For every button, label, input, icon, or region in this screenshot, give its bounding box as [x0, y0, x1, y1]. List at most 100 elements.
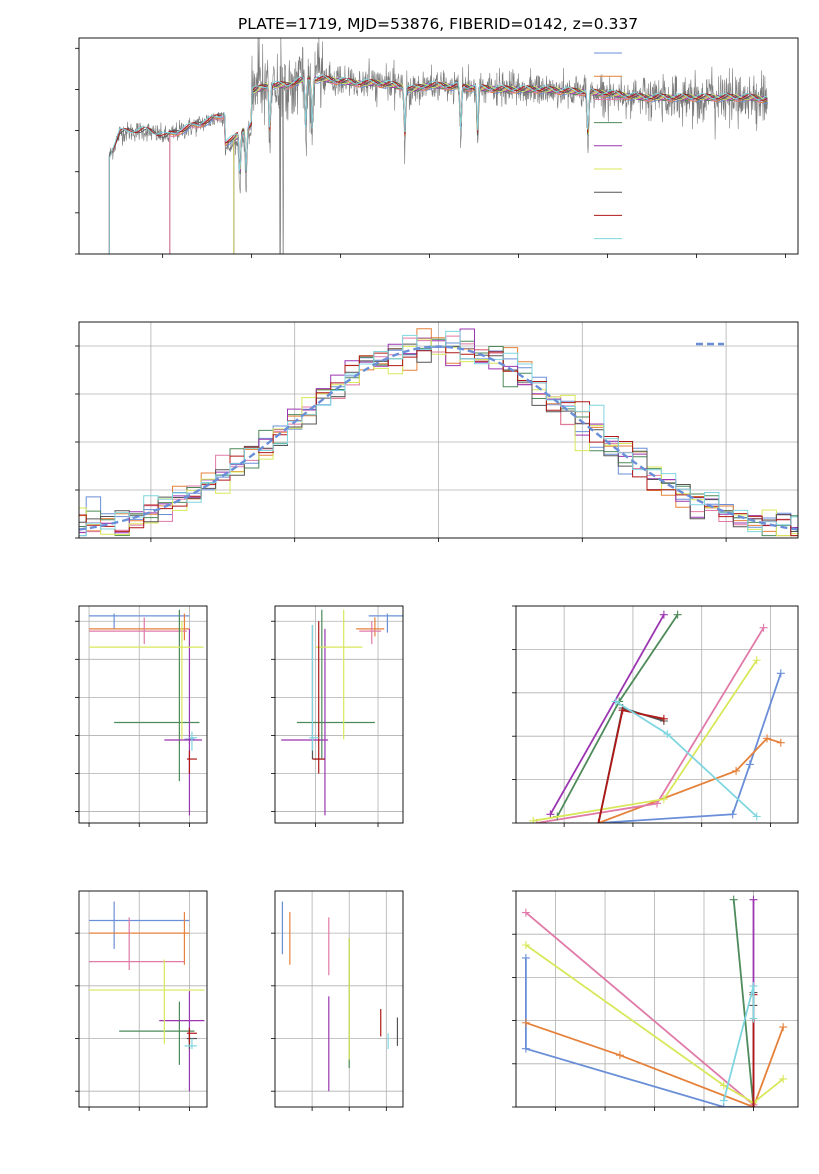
errorbar-point-chabrier-elodie	[296, 609, 375, 759]
weight-marker	[719, 1081, 728, 1090]
errorbar-point-salpeter-elodie	[164, 628, 202, 816]
mass-vs-ebv-panel	[271, 890, 404, 1111]
errorbar-point-kroupa-stelib	[309, 625, 319, 751]
errorbar-point-kroupa-miles	[359, 621, 382, 645]
errorbar-point-chabrier-miles	[368, 613, 403, 633]
plot-area	[275, 606, 403, 823]
errorbar-point-salpeter-stelib	[312, 621, 325, 774]
spectrum-panel	[75, 37, 799, 258]
plot-area	[108, 38, 769, 254]
figure-title: PLATE=1719, MJD=53876, FIBERID=0142, z=0…	[238, 15, 638, 33]
axes-frame	[78, 37, 799, 255]
age-vs-metallicity-panel	[75, 605, 208, 827]
weight-line	[525, 911, 755, 1106]
weight-marker	[749, 1014, 758, 1023]
axes-frame	[274, 890, 404, 1108]
weight-series-salpeter-miles	[594, 734, 785, 823]
residual-histogram-salpeter-elodie	[79, 328, 798, 534]
weight-marker	[673, 610, 682, 619]
weight-marker	[749, 1103, 758, 1107]
weight-marker	[728, 810, 737, 819]
errorbar-point-kroupa-elodie	[315, 609, 363, 740]
weight-marker	[719, 1096, 728, 1105]
weight-marker	[752, 812, 761, 821]
weight-line	[525, 1021, 785, 1107]
mass-vs-metallicity-panel	[75, 890, 208, 1111]
weight-marker	[749, 895, 758, 904]
weight-marker	[749, 982, 758, 991]
errorbar-point-chabrier-miles	[89, 901, 190, 949]
weight-line	[598, 737, 782, 823]
model-spectrum-kroupa-stelib	[108, 74, 768, 254]
errorbar-point-chabrier-elodie	[119, 1001, 195, 1065]
weight-vs-age-panel	[512, 605, 799, 827]
weight-marker	[521, 1018, 530, 1027]
weight-marker	[759, 623, 768, 632]
weight-series-salpeter-elodie	[546, 610, 668, 819]
age-vs-mass-panel	[271, 605, 404, 827]
model-spectrum-kroupa-elodie	[233, 76, 768, 254]
weight-marker	[745, 760, 754, 769]
residual-histogram-chabrier-elodie	[79, 338, 798, 537]
weight-marker	[611, 697, 620, 706]
weight-marker	[752, 656, 761, 665]
weight-marker	[521, 953, 530, 962]
errorbar-point-chabrier-miles	[89, 613, 190, 629]
weight-line	[525, 944, 784, 1104]
weight-vs-metallicity-panel	[512, 890, 799, 1111]
errorbar-point-salpeter-elodie	[281, 628, 329, 816]
weight-series-kroupa-elodie	[529, 656, 761, 823]
weight-marker	[618, 706, 627, 715]
errorbar-point-chabrier-elodie	[114, 609, 200, 782]
weight-marker	[779, 1074, 788, 1083]
weight-marker	[521, 908, 530, 917]
axes-frame	[515, 605, 799, 824]
errorbar-point-kroupa-stelib	[184, 1038, 197, 1050]
weight-line	[549, 614, 665, 815]
errorbar-point-salpeter-stelib	[186, 1027, 197, 1044]
model-spectrum-chabrier-stelib	[108, 75, 768, 254]
plot-area	[79, 322, 798, 538]
axes-frame	[274, 605, 404, 824]
errorbar-point-kroupa-stelib	[189, 731, 197, 751]
errorbar-point-kroupa-miles	[89, 617, 187, 645]
errorbar-point-salpeter-miles	[89, 912, 190, 965]
weight-marker	[776, 738, 785, 747]
errorbar-point-kroupa-miles	[89, 917, 185, 971]
weight-marker	[521, 1044, 530, 1053]
weight-series-kroupa-stelib	[719, 982, 758, 1105]
spectrum-legend	[594, 52, 622, 240]
weight-marker	[546, 810, 555, 819]
weight-series-salpeter-stelib	[594, 706, 668, 823]
plot-area	[275, 891, 403, 1107]
model-spectrum-salpeter-stelib	[108, 75, 768, 254]
axes-frame	[78, 890, 208, 1108]
residuals-panel	[75, 321, 799, 542]
weight-marker	[776, 669, 785, 678]
weight-series-chabrier-miles	[594, 669, 785, 823]
weight-marker	[663, 730, 672, 739]
plot-area	[516, 891, 798, 1107]
axes-frame	[515, 890, 799, 1108]
plot-area	[79, 606, 207, 823]
errorbar-point-salpeter-miles	[89, 613, 190, 641]
weight-marker	[659, 795, 668, 804]
errorbar-point-salpeter-miles	[356, 617, 385, 637]
errorbar-point-kroupa-elodie	[89, 621, 204, 740]
weight-line	[598, 673, 782, 823]
normal-curve	[79, 345, 798, 531]
axes-frame	[78, 321, 799, 539]
weight-marker	[594, 819, 603, 823]
weight-marker	[659, 610, 668, 619]
weight-marker	[763, 734, 772, 743]
plot-area	[79, 891, 207, 1107]
weight-series-kroupa-stelib	[611, 697, 761, 821]
errorbar-point-kroupa-elodie	[89, 959, 205, 1044]
weight-marker	[659, 714, 668, 723]
weight-marker	[615, 1051, 624, 1060]
weight-marker	[529, 816, 538, 823]
axes-frame	[78, 605, 208, 824]
weight-line	[732, 899, 755, 1107]
